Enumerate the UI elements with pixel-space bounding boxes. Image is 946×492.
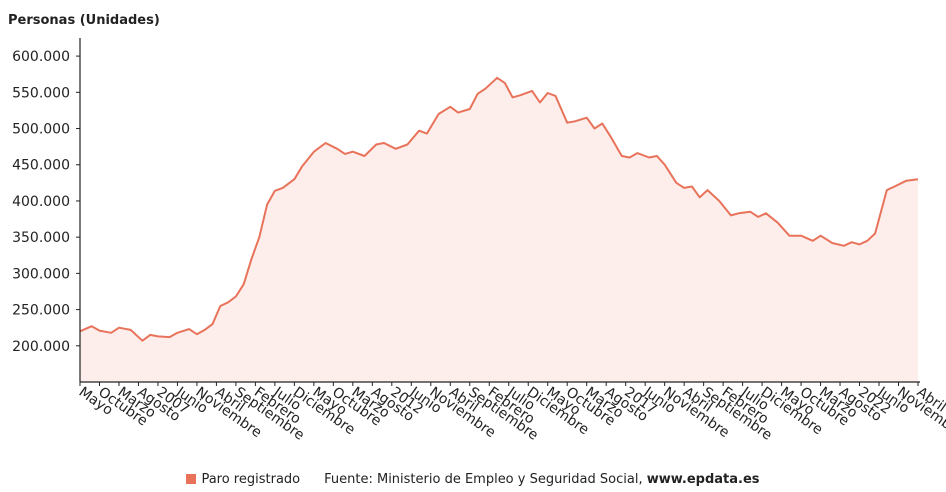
source-text: Fuente: Ministerio de Empleo y Seguridad… bbox=[324, 472, 647, 487]
y-tick-label: 250.000 bbox=[12, 303, 70, 319]
y-tick-label: 550.000 bbox=[12, 85, 70, 101]
source-site[interactable]: www.epdata.es bbox=[646, 472, 760, 487]
y-tick-label: 300.000 bbox=[12, 266, 70, 282]
y-axis-unit-label: Personas (Unidades) bbox=[8, 13, 160, 28]
series-area-fill bbox=[80, 77, 918, 383]
y-tick-label: 600.000 bbox=[12, 49, 70, 65]
y-tick-label: 400.000 bbox=[12, 194, 70, 210]
series-line bbox=[79, 76, 919, 342]
y-tick-label: 350.000 bbox=[12, 230, 70, 246]
x-axis: MayoOctubreMarzoAgosto2007JunioNoviembre… bbox=[76, 382, 946, 444]
y-tick-label: 450.000 bbox=[12, 158, 70, 174]
chart-canvas: Personas (Unidades) 200.000 250.000 300.00… bbox=[8, 13, 946, 444]
y-axis: 200.000 250.000 300.000 350.000 400.000 450.0… bbox=[12, 49, 80, 355]
y-tick-label: 500.000 bbox=[12, 122, 70, 138]
y-tick-label: 200.000 bbox=[12, 339, 70, 355]
legend-label: Paro registrado bbox=[201, 472, 301, 487]
legend-swatch bbox=[186, 474, 197, 484]
chart-footer: Paro registrado Fuente: Ministerio de Emp… bbox=[0, 472, 946, 487]
